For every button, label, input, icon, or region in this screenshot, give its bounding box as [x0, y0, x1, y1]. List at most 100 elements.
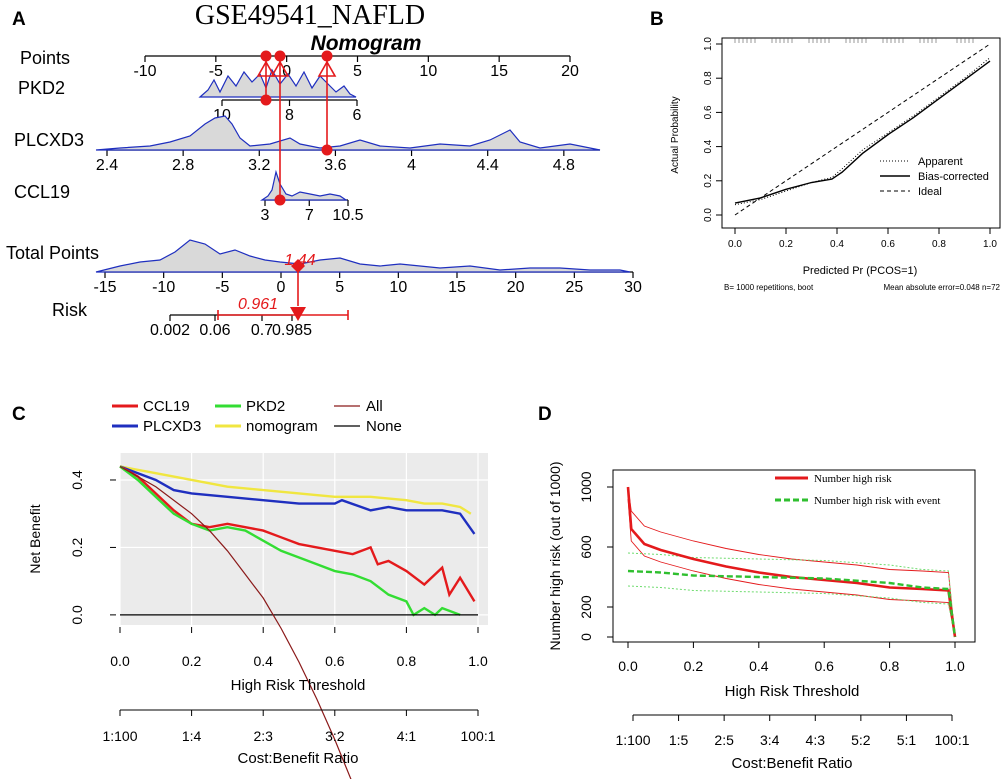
cic-ytick-label: 200 — [578, 595, 594, 619]
ccl19-value-marker — [274, 194, 286, 206]
cic-secondary-tick-label: 5:2 — [851, 732, 871, 748]
cic-xtick-label: 0.4 — [749, 658, 769, 674]
cic-xtick-label: 0.0 — [618, 658, 638, 674]
cic-band-lower — [627, 498, 956, 638]
calibration-plot-frame — [721, 37, 1001, 229]
calib-xtick-label: 0.6 — [881, 239, 895, 250]
cic-secondary-tick-label: 5:1 — [897, 732, 917, 748]
points-marker-ccl19 — [274, 50, 286, 62]
risk-tick-label: 0.06 — [199, 322, 230, 339]
dca-xtick-label: 0.4 — [253, 653, 273, 669]
calib-ytick-label: 0.0 — [703, 208, 714, 222]
plcxd3-tick-label: 4.8 — [553, 157, 575, 174]
plcxd3-tick-label: 3.2 — [248, 157, 270, 174]
nomogram-label-plcxd3: PLCXD3 — [14, 130, 84, 150]
total-points-tick-label: 0 — [277, 279, 286, 296]
cic-xlabel: High Risk Threshold — [725, 683, 860, 700]
points-triangle-ccl19 — [270, 60, 290, 77]
pkd2-tick-label: 6 — [353, 107, 362, 124]
calib-xtick-label: 0.0 — [728, 239, 742, 250]
cic-band-upper — [627, 486, 956, 638]
dca-secondary-tick-label: 3:2 — [325, 728, 345, 744]
nomogram-panel: GSE49541_NAFLD Nomogram Points PKD2 PLCX… — [6, 0, 642, 339]
points-tick-label: 20 — [561, 63, 579, 80]
dca-plot-background — [120, 453, 488, 625]
calibration-rug — [734, 38, 974, 43]
cic-xtick-label: 0.6 — [814, 658, 834, 674]
ccl19-tick-label: 3 — [261, 207, 270, 224]
dca-legend-none: None — [366, 418, 402, 435]
points-tick-label: 5 — [353, 63, 362, 80]
nomogram-label-ccl19: CCL19 — [14, 182, 70, 202]
cic-secondary-tick-label: 100:1 — [934, 732, 969, 748]
total-points-tick-label: 25 — [565, 279, 583, 296]
dca-secondary-tick-label: 1:4 — [182, 728, 202, 744]
plcxd3-tick-label: 2.4 — [96, 157, 118, 174]
cic-event-band-upper — [627, 552, 956, 638]
points-tick-label: 15 — [490, 63, 508, 80]
panel-letter-b: B — [650, 9, 664, 30]
ccl19-tick-label: 10.5 — [332, 207, 363, 224]
calib-ytick-label: 1.0 — [703, 37, 714, 51]
dca-legend-plcxd3: PLCXD3 — [143, 418, 201, 435]
cic-axes: 0.0 0.2 0.4 0.6 0.8 1.0 0 200 600 1000 1:100 1:5 2:5… — [578, 471, 970, 748]
cic-line-number-high-risk-with-event — [627, 569, 957, 638]
cic-ytick-label: 600 — [578, 535, 594, 559]
calibration-lines — [734, 43, 991, 216]
cic-ytick-label: 0 — [578, 633, 594, 641]
panel-letter-a: A — [12, 9, 26, 30]
dca-ytick-label: 0.0 — [69, 605, 85, 625]
dca-ytick-label: 0.2 — [69, 537, 85, 557]
dca-ylabel: Net Benefit — [27, 504, 43, 573]
calib-xtick-label: 1.0 — [983, 239, 997, 250]
cic-secondary-tick-label: 1:100 — [615, 732, 650, 748]
dca-secondary-tick-label: 1:100 — [102, 728, 137, 744]
total-points-tick-label: 20 — [507, 279, 525, 296]
pkd2-tick-label: 8 — [285, 107, 294, 124]
points-tick-label: 0 — [282, 63, 291, 80]
nomogram-label-points: Points — [20, 48, 70, 68]
nomogram-label-total-points: Total Points — [6, 243, 99, 263]
calib-line-bias-corrected — [734, 60, 991, 204]
calib-ytick-label: 0.2 — [703, 173, 714, 187]
nomogram-label-risk: Risk — [52, 300, 88, 320]
cic-secondary-tick-label: 2:5 — [714, 732, 734, 748]
dca-secondary-tick-label: 100:1 — [460, 728, 495, 744]
legend-apparent: Apparent — [918, 156, 963, 168]
risk-value: 0.961 — [238, 296, 278, 313]
total-points-density — [95, 239, 631, 273]
calib-xtick-label: 0.4 — [830, 239, 844, 250]
plcxd3-value-marker — [321, 144, 333, 156]
cic-legend-with-event: Number high risk with event — [814, 495, 940, 507]
risk-tick-label: 0.7 — [251, 322, 273, 339]
dca-xtick-label: 0.8 — [397, 653, 417, 669]
plcxd3-density — [95, 115, 601, 151]
pkd2-value-marker — [260, 94, 272, 106]
cic-xtick-label: 0.8 — [880, 658, 900, 674]
total-points-tick-label: 5 — [335, 279, 344, 296]
calib-xtick-label: 0.8 — [932, 239, 946, 250]
points-triangle-pkd2 — [256, 60, 276, 77]
cic-secondary-label: Cost:Benefit Ratio — [732, 755, 853, 772]
cic-secondary-tick-label: 4:3 — [806, 732, 826, 748]
dca-axes: 0.0 0.2 0.4 0.6 0.8 1.0 0.0 0.2 0.4 1:100 1:4 2:3 3:… — [69, 470, 496, 744]
ccl19-density — [260, 169, 348, 201]
total-points-tick-label: 15 — [448, 279, 466, 296]
dca-xtick-label: 0.0 — [110, 653, 130, 669]
dca-legend-all: All — [366, 398, 383, 415]
calib-line-apparent — [734, 57, 991, 206]
points-triangle-plcxd3 — [317, 60, 337, 77]
dca-line-plcxd3 — [119, 465, 476, 535]
decision-curve-panel: 0.0 0.2 0.4 0.6 0.8 1.0 0.0 0.2 0.4 1:100 1:4 2:3 3:… — [27, 398, 496, 779]
cic-ytick-label: 1000 — [578, 471, 594, 502]
dca-secondary-tick-label: 2:3 — [253, 728, 273, 744]
plcxd3-tick-label: 4 — [407, 157, 416, 174]
cic-lines — [626, 486, 957, 638]
points-marker-plcxd3 — [321, 50, 333, 62]
legend-bias-corrected: Bias-corrected — [918, 171, 989, 183]
cic-secondary-tick-label: 1:5 — [669, 732, 689, 748]
panel-letter-c: C — [12, 404, 26, 425]
nomogram-axes: -10 -5 0 5 10 15 20 10 8 6 2.4 2.8 3.2 3.6 4 4.4 4.8 3 7 10… — [93, 55, 642, 339]
total-points-tick-label: 10 — [389, 279, 407, 296]
dca-ytick-label: 0.4 — [69, 470, 85, 490]
